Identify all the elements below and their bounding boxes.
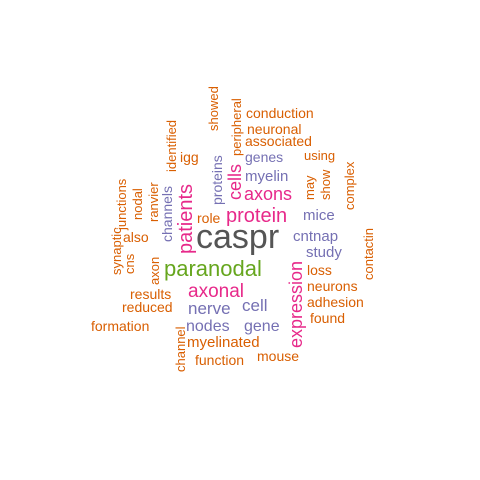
word-axonal: axonal — [188, 281, 244, 302]
word-myelinated: myelinated — [187, 334, 260, 351]
word-axon: axon — [147, 257, 162, 285]
word-synaptic: synaptic — [109, 227, 124, 275]
word-cells: cells — [225, 164, 245, 200]
word-complex: complex — [342, 161, 357, 210]
word-show: show — [318, 169, 333, 200]
word-contactin: contactin — [361, 228, 376, 280]
word-showed: showed — [206, 86, 221, 131]
word-cntnap: cntnap — [293, 228, 338, 245]
word-cell: cell — [242, 296, 268, 315]
word-nerve: nerve — [188, 299, 231, 318]
word-ranvier: ranvier — [146, 182, 161, 222]
word-neuronal: neuronal — [247, 121, 302, 137]
word-mice: mice — [303, 207, 335, 224]
word-role: role — [197, 210, 221, 226]
word-associated: associated — [245, 133, 312, 149]
word-gene: gene — [244, 318, 280, 335]
word-patients: patients — [175, 184, 197, 254]
word-formation: formation — [91, 318, 149, 334]
word-axons: axons — [244, 184, 292, 204]
word-study: study — [306, 244, 342, 261]
word-peripheral: peripheral — [229, 98, 244, 156]
word-cns: cns — [122, 253, 137, 274]
word-results: results — [130, 286, 171, 302]
word-channel: channel — [173, 326, 188, 372]
word-junctions: junctions — [114, 178, 129, 231]
word-expression: expression — [286, 261, 306, 348]
word-may: may — [302, 175, 317, 200]
word-protein: protein — [226, 205, 287, 227]
word-nodal: nodal — [130, 188, 145, 220]
word-mouse: mouse — [257, 348, 299, 364]
word-nodes: nodes — [186, 318, 230, 335]
word-neurons: neurons — [307, 278, 358, 294]
word-genes: genes — [245, 149, 283, 165]
word-also: also — [123, 229, 149, 245]
word-channels: channels — [159, 186, 175, 242]
word-reduced: reduced — [122, 299, 173, 315]
word-identified: identified — [164, 120, 179, 172]
word-myelin: myelin — [245, 168, 288, 185]
word-using: using — [304, 148, 335, 163]
word-function: function — [195, 352, 244, 368]
word-loss: loss — [307, 262, 332, 278]
word-adhesion: adhesion — [307, 294, 364, 310]
word-conduction: conduction — [246, 105, 314, 121]
word-paranodal: paranodal — [164, 256, 262, 281]
word-caspr: caspr — [196, 218, 279, 256]
word-found: found — [310, 310, 345, 326]
word-igg: igg — [180, 149, 199, 165]
word-proteins: proteins — [209, 155, 225, 205]
